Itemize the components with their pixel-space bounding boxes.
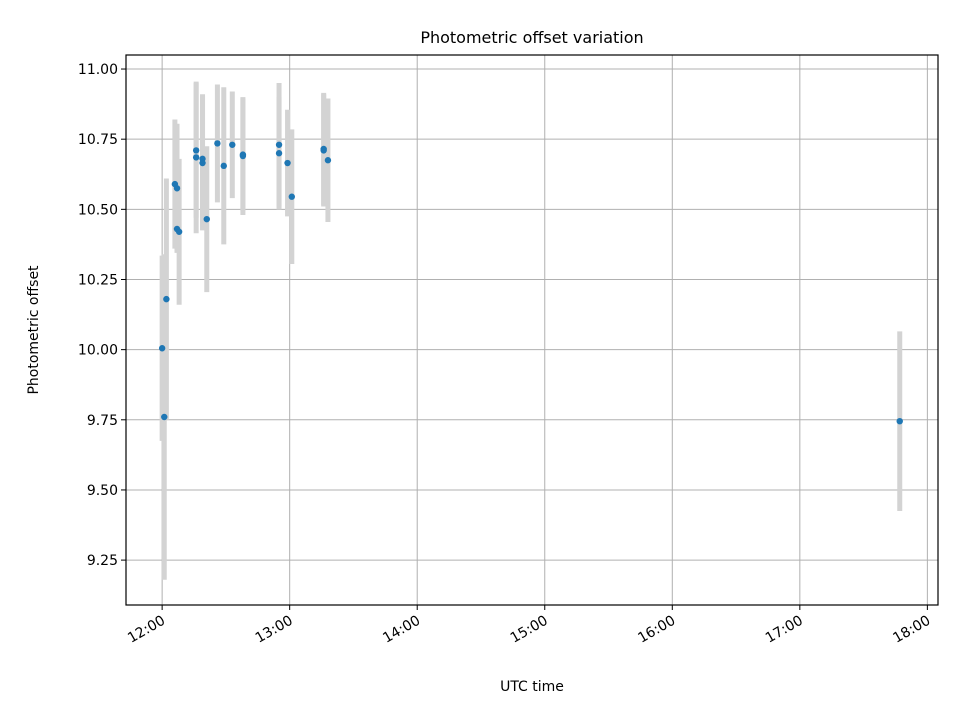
- x-tick-label: 16:00: [635, 613, 678, 647]
- data-point: [161, 413, 168, 421]
- x-tick-label: 18:00: [890, 613, 933, 647]
- x-tick-label: 15:00: [508, 613, 551, 647]
- y-tick-label: 9.50: [87, 483, 118, 499]
- data-point: [896, 417, 903, 425]
- data-point: [192, 154, 200, 161]
- plot-area: [126, 55, 938, 605]
- data-point: [175, 228, 183, 235]
- data-point: [288, 193, 296, 200]
- chart-title: Photometric offset variation: [420, 28, 643, 47]
- data-point: [203, 215, 210, 223]
- x-tick-label: 12:00: [125, 613, 168, 647]
- y-tick-label: 10.00: [78, 343, 118, 359]
- y-axis-label: Photometric offset: [26, 265, 42, 395]
- y-tick-label: 10.75: [78, 132, 118, 148]
- data-point: [229, 141, 236, 148]
- data-point: [275, 150, 283, 157]
- y-tick-label: 10.50: [78, 202, 118, 218]
- y-tick-label: 9.25: [87, 553, 118, 569]
- data-point: [199, 159, 206, 167]
- data-point: [320, 147, 327, 154]
- y-tick-label: 9.75: [87, 413, 118, 429]
- data-point: [214, 140, 221, 147]
- data-point: [324, 157, 332, 164]
- y-tick-label: 11.00: [78, 62, 118, 78]
- y-tick-label: 10.25: [78, 272, 118, 288]
- data-point: [275, 141, 283, 148]
- data-point: [284, 159, 291, 167]
- x-tick-label: 14:00: [380, 613, 423, 647]
- data-points: [158, 140, 903, 425]
- data-point: [220, 162, 227, 170]
- data-point: [163, 295, 170, 303]
- x-tick-label: 17:00: [763, 613, 806, 647]
- plot-frame: [125, 54, 939, 606]
- data-point: [239, 152, 247, 160]
- data-point: [173, 185, 181, 192]
- x-tick-label: 13:00: [253, 613, 296, 647]
- x-axis-label: UTC time: [500, 679, 564, 695]
- grid-lines: [126, 55, 938, 605]
- data-point: [158, 345, 166, 352]
- data-point: [192, 147, 200, 154]
